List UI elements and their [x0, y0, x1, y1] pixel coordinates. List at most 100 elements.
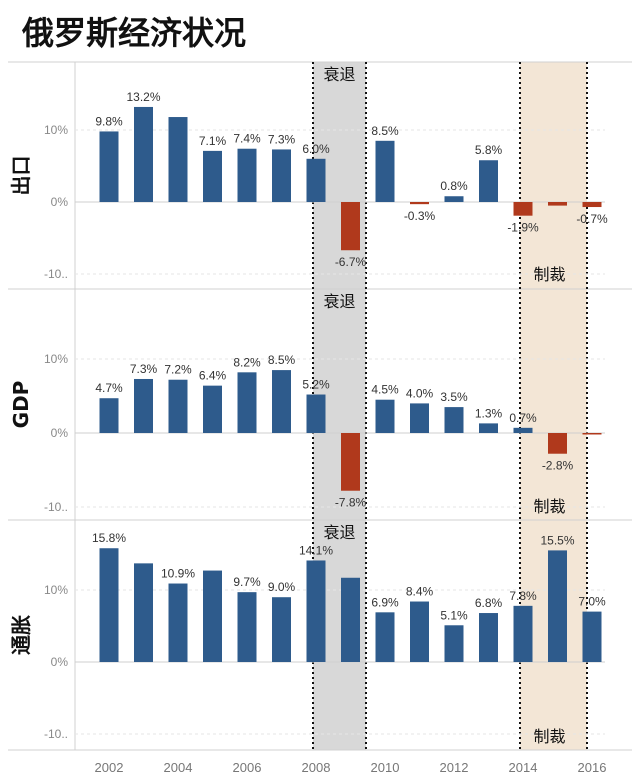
bar: [203, 385, 222, 433]
recession-label: 衰退: [323, 65, 355, 84]
bar: [548, 202, 567, 206]
recession-label-box: [315, 63, 364, 85]
y-tick-label: 0%: [51, 426, 69, 440]
recession-label-box: [315, 521, 364, 543]
bar: [168, 117, 188, 202]
bar: [99, 548, 119, 662]
bar: [134, 378, 153, 433]
data-label: 5.8%: [475, 143, 503, 157]
bar: [410, 403, 429, 433]
panel-label: 出口: [9, 156, 33, 196]
data-label: 0.7%: [509, 411, 537, 425]
recession-label: 衰退: [323, 292, 355, 311]
y-tick-label: -10..: [44, 727, 68, 741]
bar: [444, 625, 464, 662]
chart-title: 俄罗斯经济状况: [22, 14, 247, 52]
x-tick-label: 2010: [371, 760, 400, 775]
bar: [237, 372, 257, 433]
bar: [306, 158, 326, 202]
bar: [272, 149, 291, 202]
bar: [582, 611, 602, 662]
bar: [444, 407, 464, 433]
bar: [479, 160, 498, 202]
bar: [410, 202, 429, 205]
x-tick-label: 2006: [233, 760, 262, 775]
y-tick-label: -10..: [44, 500, 68, 514]
data-label: 7.1%: [199, 134, 227, 148]
data-label: -2.8%: [542, 459, 574, 473]
data-label: 4.7%: [95, 381, 123, 395]
bar: [134, 563, 153, 662]
bar: [272, 597, 291, 662]
data-label: 4.0%: [406, 386, 434, 400]
bar: [99, 398, 119, 433]
bar: [375, 612, 395, 662]
data-label: -0.7%: [576, 212, 608, 226]
data-label: 7.4%: [233, 132, 261, 146]
data-label: 8.5%: [371, 124, 399, 138]
data-label: 4.5%: [371, 383, 399, 397]
data-label: 13.2%: [126, 90, 160, 104]
data-label: 10.9%: [161, 567, 195, 581]
data-label: 7.3%: [268, 132, 296, 146]
bar: [168, 379, 188, 433]
sanctions-label: 制裁: [533, 497, 565, 516]
bar: [306, 560, 326, 662]
sanctions-label: 制裁: [533, 727, 565, 746]
sanctions-label: 制裁: [533, 265, 565, 284]
y-tick-label: 10%: [44, 123, 68, 137]
bar: [341, 202, 360, 251]
x-tick-label: 2004: [164, 760, 193, 775]
data-label: -0.3%: [404, 209, 436, 223]
bar: [479, 423, 498, 433]
data-label: 8.5%: [268, 353, 296, 367]
y-tick-label: 0%: [51, 195, 69, 209]
y-tick-label: 10%: [44, 352, 68, 366]
bar: [548, 550, 567, 662]
data-label: 7.0%: [578, 595, 606, 609]
x-tick-label: 2012: [440, 760, 469, 775]
bar: [375, 140, 395, 202]
data-label: 6.0%: [302, 142, 330, 156]
data-label: 15.8%: [92, 531, 126, 545]
data-label: 9.8%: [95, 114, 123, 128]
bar: [203, 570, 222, 662]
bar: [513, 427, 533, 433]
bar: [513, 202, 533, 216]
bar: [548, 433, 567, 454]
y-tick-label: 10%: [44, 583, 68, 597]
data-label: 6.9%: [371, 595, 399, 609]
data-label: 5.1%: [440, 608, 468, 622]
bar: [341, 577, 360, 662]
data-label: 9.0%: [268, 580, 296, 594]
panel-label: 通胀: [9, 615, 33, 655]
x-tick-label: 2008: [302, 760, 331, 775]
data-label: 15.5%: [540, 533, 574, 547]
bar: [237, 592, 257, 662]
data-label: 7.2%: [164, 363, 192, 377]
data-label: 9.7%: [233, 575, 261, 589]
data-label: 7.3%: [130, 362, 158, 376]
bar: [479, 613, 498, 662]
data-label: 7.8%: [509, 589, 537, 603]
data-label: 5.2%: [302, 378, 330, 392]
data-label: 6.4%: [199, 369, 227, 383]
recession-label-box: [315, 290, 364, 312]
data-label: -1.9%: [507, 221, 539, 235]
x-tick-label: 2014: [509, 760, 538, 775]
bar: [168, 583, 188, 662]
x-tick-label: 2016: [578, 760, 607, 775]
bar: [306, 394, 326, 433]
data-label: -7.8%: [335, 496, 367, 510]
x-tick-label: 2002: [95, 760, 124, 775]
bar: [134, 106, 153, 202]
y-tick-label: -10..: [44, 267, 68, 281]
bar: [203, 150, 222, 202]
bar: [513, 605, 533, 662]
bar: [410, 601, 429, 662]
bar: [341, 433, 360, 491]
data-label: 8.4%: [406, 585, 434, 599]
bar: [582, 202, 602, 208]
recession-label: 衰退: [323, 523, 355, 542]
